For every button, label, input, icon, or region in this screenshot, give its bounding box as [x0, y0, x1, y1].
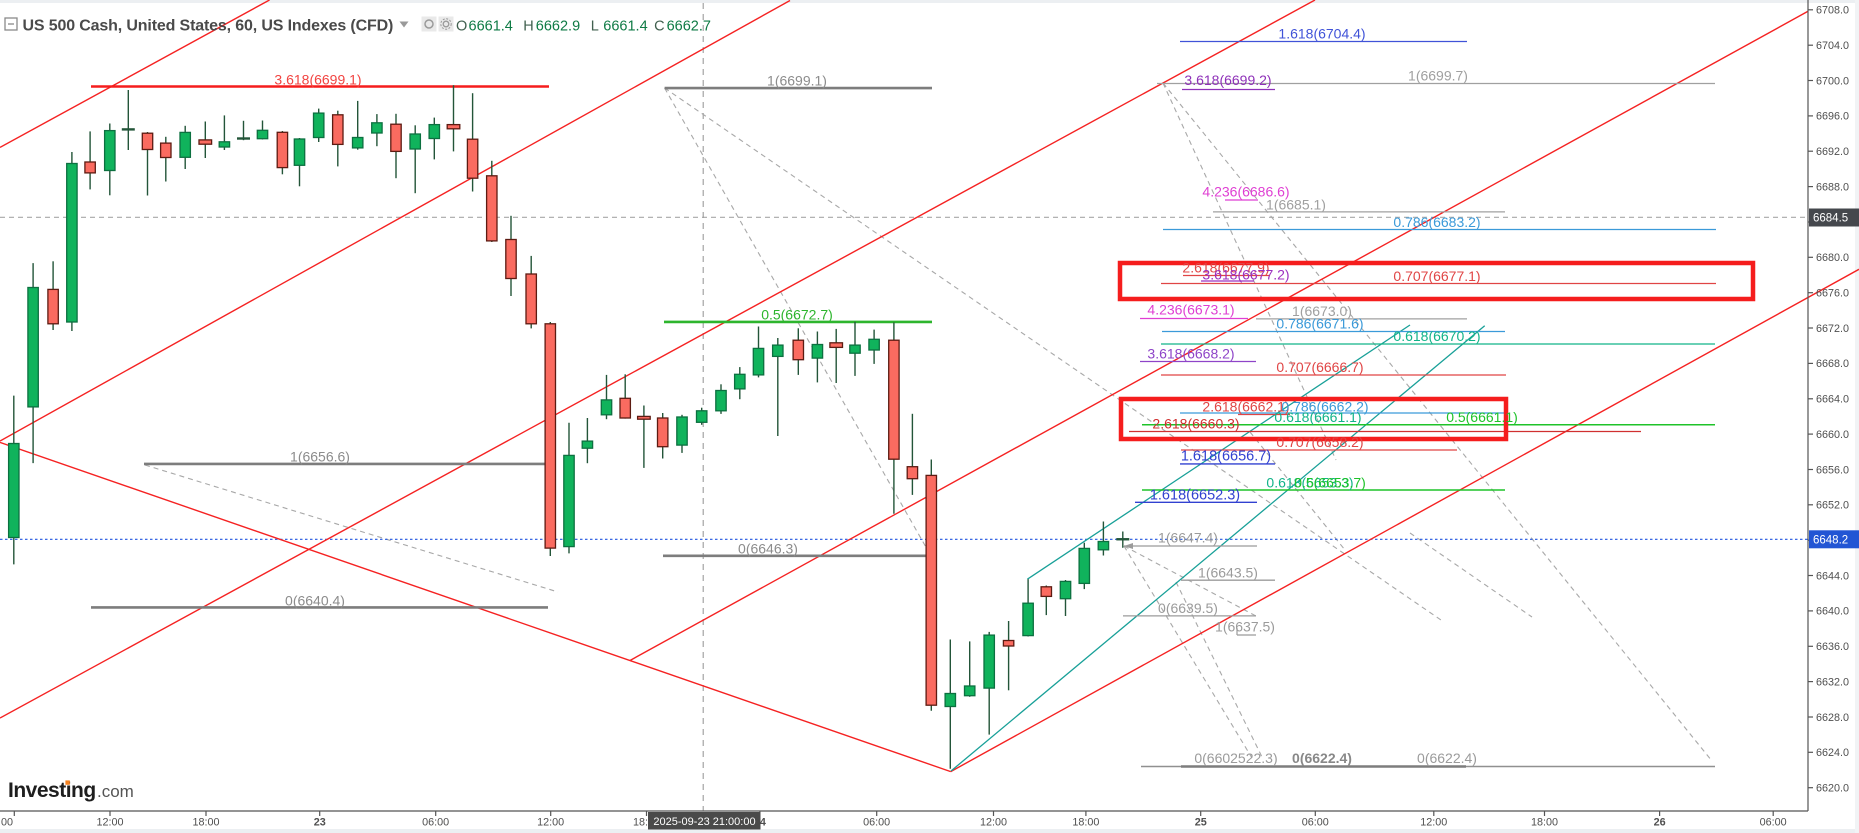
svg-text:4.236(6686.6): 4.236(6686.6) — [1202, 184, 1289, 200]
svg-text:1(6699.7): 1(6699.7) — [1408, 68, 1468, 84]
svg-text:0.5(6653.7): 0.5(6653.7) — [1294, 475, 1366, 491]
svg-text:0.707(6666.7): 0.707(6666.7) — [1276, 359, 1363, 375]
svg-text:6648.2: 6648.2 — [1813, 534, 1848, 546]
svg-text:6640.0: 6640.0 — [1816, 606, 1849, 618]
svg-text:6704.0: 6704.0 — [1816, 40, 1849, 52]
svg-text:3.618(6677.2): 3.618(6677.2) — [1202, 267, 1289, 283]
svg-text:6688.0: 6688.0 — [1816, 181, 1849, 193]
svg-text:0.786(6662.2): 0.786(6662.2) — [1281, 399, 1368, 415]
svg-text:6662.9: 6662.9 — [536, 19, 580, 35]
svg-text:06:00: 06:00 — [422, 817, 449, 829]
svg-text:C: C — [654, 19, 664, 35]
svg-text:6660.0: 6660.0 — [1816, 429, 1849, 441]
svg-text:0(6622.4): 0(6622.4) — [1292, 750, 1352, 766]
svg-text:0.618(6670.2): 0.618(6670.2) — [1393, 328, 1480, 344]
svg-text:1.618(6652.3): 1.618(6652.3) — [1150, 488, 1240, 504]
svg-text:0(6602522.3): 0(6602522.3) — [1194, 750, 1277, 766]
svg-text:0.618(6661.1): 0.618(6661.1) — [1274, 409, 1361, 425]
svg-text:0.786(6671.6): 0.786(6671.6) — [1276, 316, 1363, 332]
svg-text:06:00: 06:00 — [863, 817, 890, 829]
svg-text:1(6637.5): 1(6637.5) — [1215, 619, 1275, 635]
svg-text:0.5(6661.1): 0.5(6661.1) — [1446, 409, 1518, 425]
svg-text:3.618(6699.2): 3.618(6699.2) — [1184, 72, 1271, 88]
svg-text:3.618(6668.2): 3.618(6668.2) — [1147, 346, 1234, 362]
svg-text:2025-09-23 21:00:00: 2025-09-23 21:00:00 — [653, 816, 755, 828]
svg-text:H: H — [523, 19, 533, 35]
svg-text:3.618(6699.1): 3.618(6699.1) — [274, 72, 361, 88]
svg-text:6632.0: 6632.0 — [1816, 676, 1849, 688]
svg-text:0(6622.4): 0(6622.4) — [1417, 750, 1477, 766]
svg-text:1(6656.6): 1(6656.6) — [290, 449, 350, 465]
svg-text:L: L — [591, 19, 599, 35]
svg-text:0.5(6672.7): 0.5(6672.7) — [761, 307, 833, 323]
svg-text:12:00: 12:00 — [1420, 817, 1447, 829]
svg-text:6672.0: 6672.0 — [1816, 323, 1849, 335]
svg-text:6636.0: 6636.0 — [1816, 641, 1849, 653]
svg-text:4.236(6673.1): 4.236(6673.1) — [1147, 302, 1234, 318]
svg-text:18:00: 18:00 — [1531, 817, 1558, 829]
svg-text:06:00: 06:00 — [1760, 817, 1787, 829]
svg-text:0(6639.5): 0(6639.5) — [1158, 600, 1218, 616]
svg-text:00: 00 — [1, 817, 13, 829]
svg-text:0(6640.4): 0(6640.4) — [285, 593, 345, 609]
svg-text:0.786(6683.2): 0.786(6683.2) — [1393, 214, 1480, 230]
svg-text:2.618(6677.9): 2.618(6677.9) — [1182, 260, 1269, 276]
svg-text:6708.0: 6708.0 — [1816, 5, 1849, 17]
svg-text:26: 26 — [1654, 817, 1666, 829]
svg-text:6668.0: 6668.0 — [1816, 358, 1849, 370]
svg-text:1.618(6704.4): 1.618(6704.4) — [1278, 26, 1365, 42]
svg-text:18:00: 18:00 — [192, 817, 219, 829]
svg-text:6700.0: 6700.0 — [1816, 75, 1849, 87]
svg-text:1(6685.1): 1(6685.1) — [1266, 197, 1326, 213]
svg-text:1(6699.1): 1(6699.1) — [767, 73, 827, 89]
svg-text:6676.0: 6676.0 — [1816, 288, 1849, 300]
svg-text:6644.0: 6644.0 — [1816, 570, 1849, 582]
svg-text:12:00: 12:00 — [537, 817, 564, 829]
svg-text:18:00: 18:00 — [1072, 817, 1099, 829]
svg-text:6628.0: 6628.0 — [1816, 712, 1849, 724]
svg-text:1(6643.5): 1(6643.5) — [1198, 565, 1258, 581]
svg-text:12:00: 12:00 — [96, 817, 123, 829]
svg-text:2.618(6660.3): 2.618(6660.3) — [1152, 416, 1239, 432]
svg-text:0.707(6658.2): 0.707(6658.2) — [1276, 434, 1363, 450]
svg-text:1.618(6656.7): 1.618(6656.7) — [1181, 449, 1271, 465]
svg-text:6662.7: 6662.7 — [667, 19, 711, 35]
svg-text:0.618(6653.3): 0.618(6653.3) — [1266, 475, 1353, 491]
svg-text:6661.4: 6661.4 — [603, 19, 647, 35]
svg-text:US 500 Cash, United States, 60: US 500 Cash, United States, 60, US Index… — [23, 18, 394, 35]
svg-text:6620.0: 6620.0 — [1816, 783, 1849, 795]
svg-text:06:00: 06:00 — [1302, 817, 1329, 829]
svg-text:6664.0: 6664.0 — [1816, 394, 1849, 406]
svg-text:6696.0: 6696.0 — [1816, 111, 1849, 123]
svg-text:6680.0: 6680.0 — [1816, 252, 1849, 264]
svg-text:0.707(6677.1): 0.707(6677.1) — [1393, 268, 1480, 284]
svg-text:6684.5: 6684.5 — [1813, 213, 1848, 225]
svg-text:2.618(6662.1): 2.618(6662.1) — [1202, 399, 1289, 415]
svg-text:6661.4: 6661.4 — [469, 19, 513, 35]
svg-text:O: O — [456, 19, 467, 35]
svg-text:12:00: 12:00 — [980, 817, 1007, 829]
svg-text:.com: .com — [97, 782, 134, 801]
svg-text:25: 25 — [1195, 817, 1207, 829]
svg-text:6692.0: 6692.0 — [1816, 146, 1849, 158]
svg-text:0(6646.3): 0(6646.3) — [738, 541, 798, 557]
svg-text:1(6647.4): 1(6647.4) — [1158, 530, 1218, 546]
svg-text:6652.0: 6652.0 — [1816, 500, 1849, 512]
svg-text:23: 23 — [314, 817, 326, 829]
svg-text:6656.0: 6656.0 — [1816, 464, 1849, 476]
svg-text:Investing: Investing — [8, 779, 96, 802]
svg-text:1(6673.0): 1(6673.0) — [1292, 303, 1352, 319]
svg-text:6624.0: 6624.0 — [1816, 747, 1849, 759]
